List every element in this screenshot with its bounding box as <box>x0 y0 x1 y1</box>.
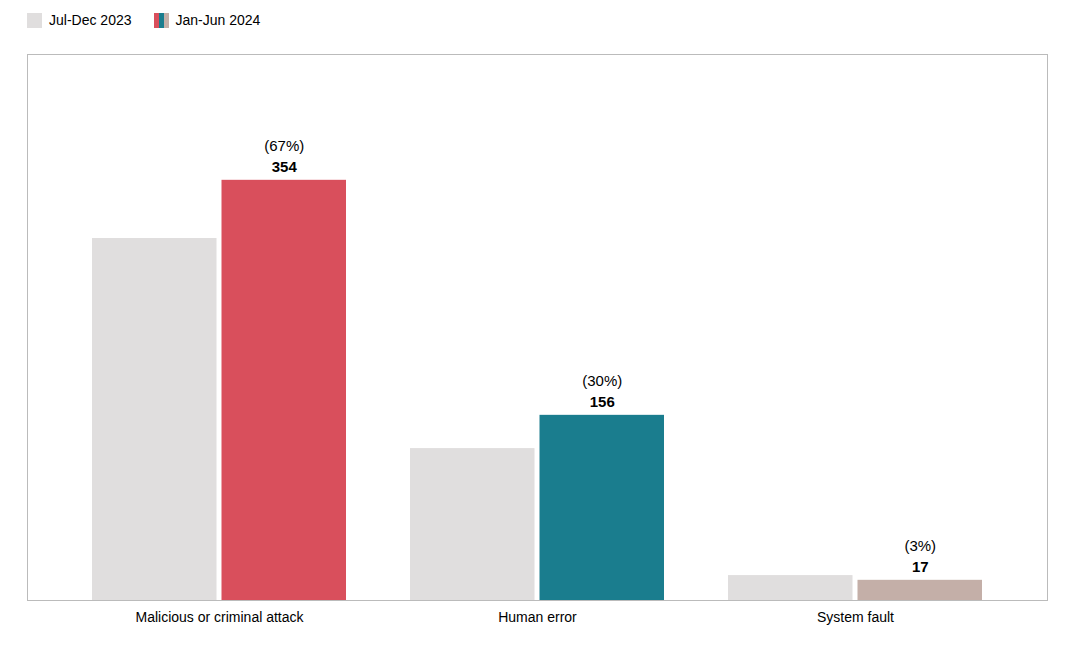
svg-text:System fault: System fault <box>817 609 894 625</box>
svg-text:(3%): (3%) <box>904 537 936 554</box>
html-text:Jan-Jun 2024: Jan-Jun 2024 <box>175 12 261 28</box>
svg-text:(67%): (67%) <box>264 137 304 154</box>
svg-text:(30%): (30%) <box>582 372 622 389</box>
svg-text:Malicious or criminal attack: Malicious or criminal attack <box>135 609 304 625</box>
svg-text:Human error: Human error <box>498 609 577 625</box>
html-text:Jul-Dec 2023: Jul-Dec 2023 <box>49 12 132 28</box>
svg-text:354: 354 <box>272 158 298 175</box>
svg-text:156: 156 <box>590 393 615 410</box>
svg-text:17: 17 <box>912 558 929 575</box>
